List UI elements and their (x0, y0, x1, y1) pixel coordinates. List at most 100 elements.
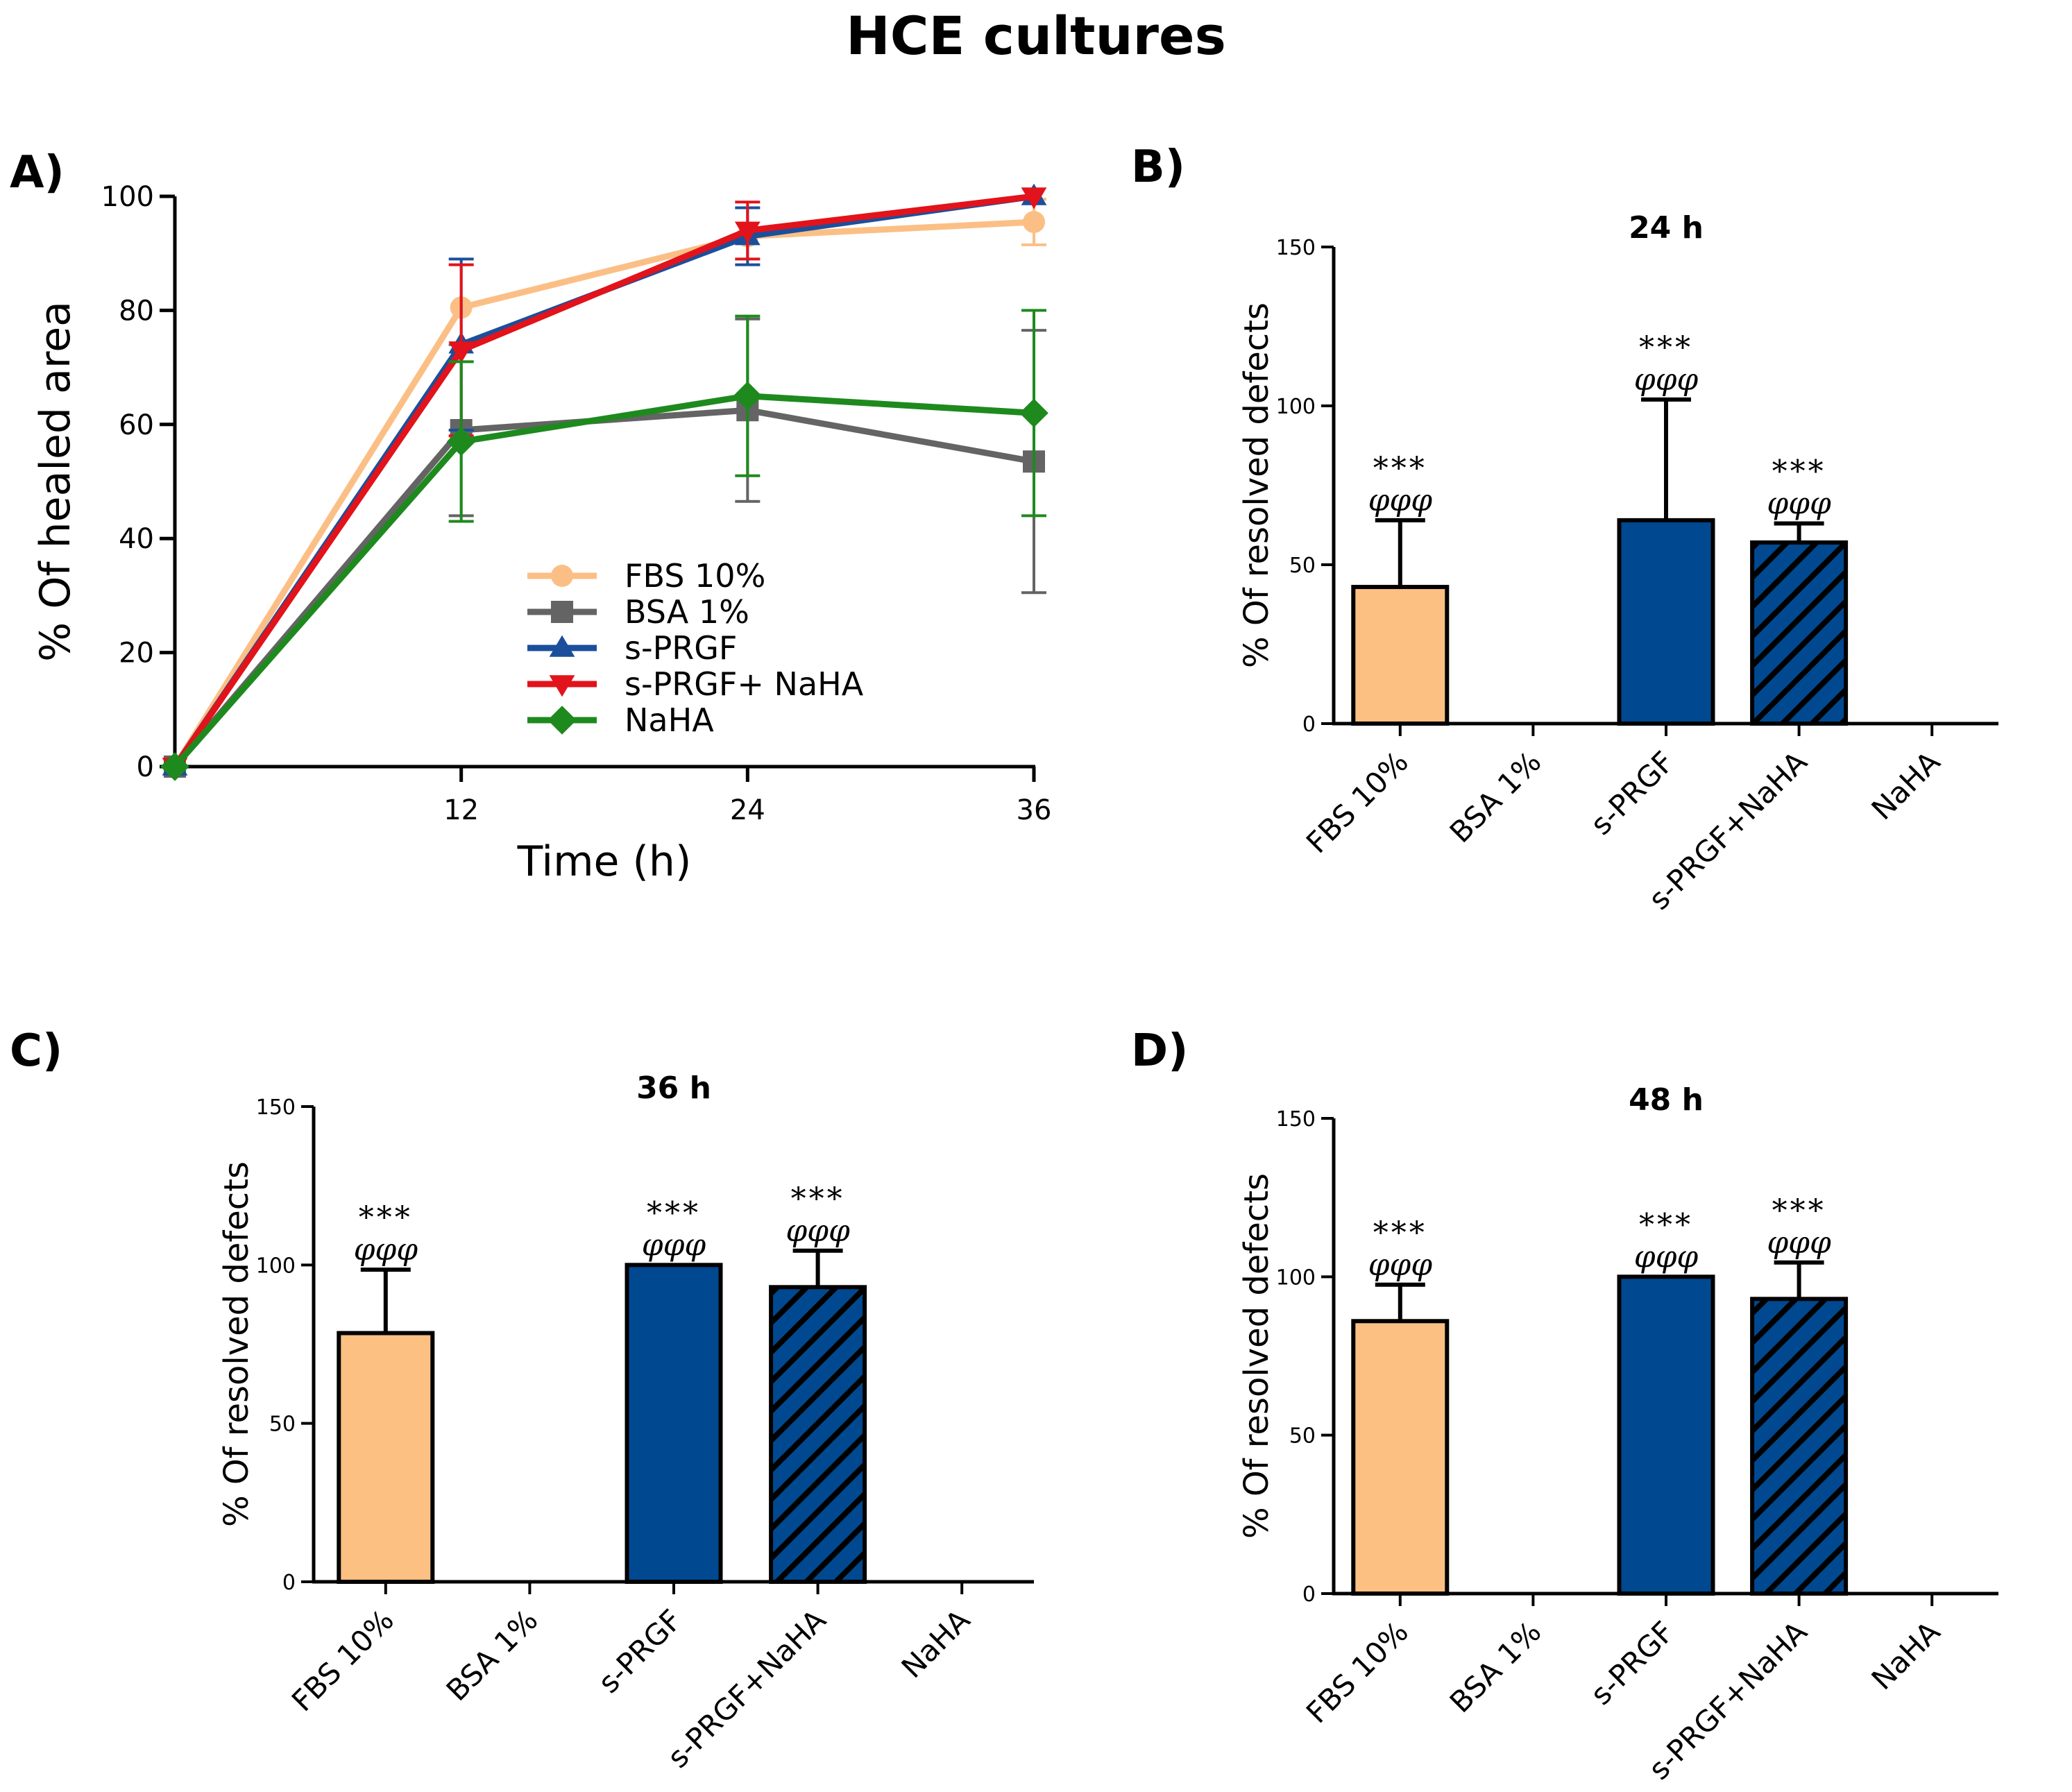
y-tick-label: 0 (1302, 712, 1316, 737)
series-s-prgf-naha (162, 187, 1047, 780)
significance-phi: φφφ (1767, 486, 1831, 521)
y-tick-label: 20 (119, 638, 154, 669)
y-tick-label: 100 (1276, 1265, 1316, 1290)
x-tick-label: 12 (443, 794, 479, 826)
x-tick-label: BSA 1% (1443, 1614, 1548, 1719)
bar-s-prgf-naha (1750, 540, 1849, 726)
y-axis-label: % Of healed area (31, 301, 80, 662)
significance-stars: *** (1772, 1193, 1826, 1229)
data-point-triangle-down (549, 675, 575, 697)
x-tick-label: 24 (730, 794, 765, 826)
y-tick-label: 50 (269, 1413, 296, 1437)
y-tick-label: 50 (1289, 554, 1316, 578)
x-tick-label: s-PRGF (1584, 744, 1681, 841)
significance-phi: φφφ (1368, 1247, 1433, 1283)
series-line (172, 393, 1035, 769)
significance-stars: *** (1373, 451, 1427, 486)
data-point-diamond (733, 381, 763, 411)
y-tick-label: 150 (1276, 1107, 1316, 1132)
y-tick-label: 0 (137, 751, 154, 783)
figure-title: HCE cultures (846, 5, 1226, 67)
x-tick-label: s-PRGF (592, 1603, 688, 1699)
bar-s-prgf (1617, 518, 1715, 726)
significance-phi: φφφ (354, 1232, 418, 1268)
x-tick-label: NaHA (1865, 1614, 1947, 1696)
panel-label: D) (1131, 1025, 1188, 1077)
data-point-circle (551, 565, 573, 587)
x-tick-label: FBS 10% (285, 1603, 400, 1718)
significance-phi: φφφ (642, 1227, 706, 1263)
series-fbs-10- (164, 198, 1046, 778)
significance-phi: φφφ (1634, 362, 1699, 398)
significance-phi: φφφ (1368, 483, 1433, 518)
chart-title: 24 h (1629, 210, 1704, 246)
y-tick-label: 0 (1302, 1582, 1316, 1607)
y-tick-label: 150 (256, 1095, 296, 1120)
legend-label: s-PRGF+ NaHA (625, 665, 864, 703)
y-tick-label: 80 (119, 295, 154, 327)
y-axis-label: % Of resolved defects (1237, 302, 1276, 668)
y-tick-label: 150 (1276, 236, 1316, 260)
panel-label: B) (1131, 142, 1185, 193)
y-axis-label: % Of resolved defects (1237, 1173, 1276, 1539)
series-line (172, 407, 1035, 769)
data-point-triangle-down (1021, 187, 1047, 210)
panel-label: A) (10, 147, 65, 198)
bar-fbs-10- (337, 1331, 435, 1585)
x-tick-label: BSA 1% (440, 1603, 545, 1707)
significance-stars: *** (1639, 1207, 1693, 1243)
data-point-diamond (547, 706, 577, 735)
bar-fbs-10- (1351, 585, 1450, 726)
significance-stars: *** (1639, 330, 1693, 366)
data-point-square (551, 601, 573, 623)
significance-stars: *** (1772, 454, 1826, 489)
x-tick-label: FBS 10% (1300, 1614, 1415, 1730)
y-tick-label: 100 (101, 181, 154, 213)
y-axis-label: % Of resolved defects (217, 1161, 256, 1527)
y-tick-label: 50 (1289, 1424, 1316, 1449)
significance-stars: *** (1373, 1215, 1427, 1251)
data-point-diamond (446, 427, 476, 456)
significance-stars: *** (791, 1181, 845, 1217)
x-tick-label: FBS 10% (1300, 744, 1415, 860)
series-bsa-1- (164, 317, 1046, 778)
series-line (172, 219, 1035, 769)
series-line (172, 193, 1035, 769)
data-point-triangle-up (549, 635, 575, 657)
x-tick-label: s-PRGF (1584, 1614, 1681, 1711)
series-naha (160, 309, 1048, 781)
bar-fbs-10- (1351, 1319, 1450, 1596)
bar-s-prgf-naha (769, 1285, 867, 1585)
x-tick-label: BSA 1% (1443, 744, 1548, 849)
series-line (172, 193, 1035, 769)
bar-s-prgf (625, 1263, 723, 1585)
data-point-triangle-down (448, 341, 475, 364)
x-tick-label: NaHA (895, 1603, 977, 1684)
panel-a: A) 0 20 40 60 80 100 12 24 36 Time (h) % Of healed … (10, 147, 1051, 886)
significance-phi: φφφ (1634, 1239, 1699, 1274)
chart-title: 48 h (1629, 1082, 1704, 1118)
y-tick-label: 40 (119, 523, 154, 555)
significance-phi: φφφ (786, 1213, 850, 1249)
panel-label: C) (10, 1025, 62, 1077)
data-point-triangle-down (734, 221, 761, 244)
x-tick-label: 36 (1017, 794, 1052, 826)
data-point-diamond (160, 752, 189, 781)
y-tick-label: 100 (1276, 395, 1316, 419)
bar-s-prgf (1617, 1274, 1715, 1596)
significance-stars: *** (647, 1195, 701, 1231)
legend-label: NaHA (625, 701, 714, 739)
x-axis-label: Time (h) (517, 837, 692, 886)
chart-title: 36 h (636, 1070, 711, 1106)
y-tick-label: 60 (119, 409, 154, 441)
y-tick-label: 100 (256, 1254, 296, 1278)
x-tick-label: NaHA (1865, 744, 1947, 826)
significance-phi: φφφ (1767, 1225, 1831, 1261)
significance-stars: *** (359, 1200, 413, 1236)
legend-label: s-PRGF (625, 629, 737, 667)
